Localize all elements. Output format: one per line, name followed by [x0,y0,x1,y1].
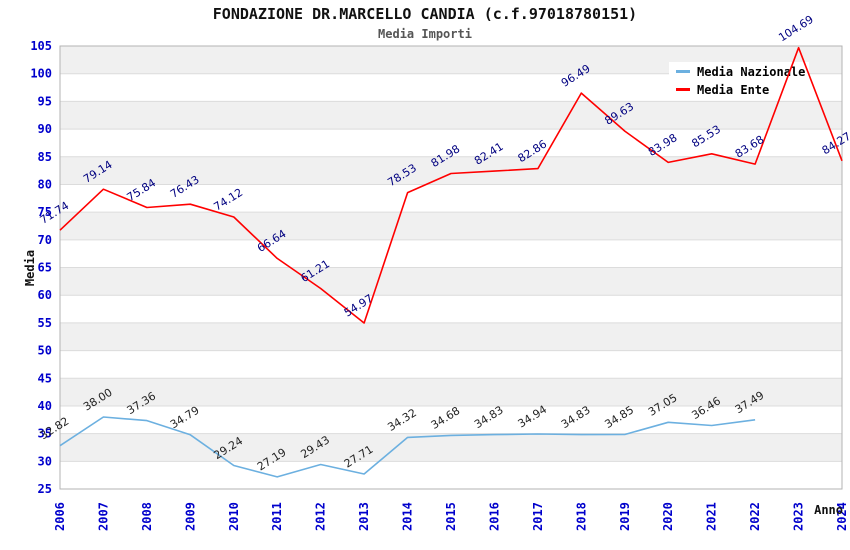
plot-border [59,45,843,490]
x-tick-label: 2006 [53,502,67,531]
y-tick-label: 60 [38,288,52,302]
y-tick-label: 70 [38,233,52,247]
y-tick-label: 100 [30,67,52,81]
x-tick-label: 2019 [618,502,632,531]
series-line-media-ente [59,46,843,324]
y-tick-label: 80 [38,177,52,191]
y-tick-label: 45 [38,371,52,385]
y-tick-label: 50 [38,344,52,358]
x-tick-label: 2011 [270,502,284,531]
x-tick-label: 2020 [661,502,675,531]
y-axis-title: Media [23,250,37,286]
legend: Media Nazionale Media Ente [669,62,809,100]
y-tick-label: 30 [38,454,52,468]
x-tick-label: 2009 [183,502,197,531]
y-tick-label: 75 [38,205,52,219]
legend-swatch-media-ente [676,88,690,91]
plot-band [60,101,842,130]
chart-subtitle: Media Importi [378,27,472,41]
x-tick-label: 2010 [227,502,241,531]
legend-swatch-media-nazionale [676,70,690,73]
x-tick-label: 2018 [574,502,588,531]
plot-band [60,212,842,240]
plot-band [60,322,842,351]
x-tick-label: 2015 [444,502,458,531]
series-line-media-nazionale [59,416,756,478]
x-axis-title: Anno [814,503,843,517]
y-tick-label: 90 [38,122,52,136]
x-tick-label: 2024 [835,502,849,531]
plot-band [60,156,842,185]
y-tick-label: 65 [38,261,52,275]
y-tick-label: 35 [38,427,52,441]
y-tick-label: 105 [30,39,52,53]
chart-title: FONDAZIONE DR.MARCELLO CANDIA (c.f.97018… [212,5,638,23]
x-tick-label: 2023 [792,502,806,531]
y-tick-label: 95 [38,94,52,108]
legend-label-media-nazionale: Media Nazionale [697,65,805,79]
x-tick-label: 2022 [748,502,762,531]
x-tick-label: 2017 [531,502,545,531]
x-tick-label: 2013 [357,502,371,531]
y-tick-label: 40 [38,399,52,413]
legend-label-media-ente: Media Ente [697,83,769,97]
y-tick-label: 55 [38,316,52,330]
plot-band [60,433,842,462]
plot-band [60,378,842,406]
y-tick-label: 85 [38,150,52,164]
x-tick-label: 2016 [487,502,501,531]
data-label: 104.69 [776,13,816,44]
x-tick-label: 2007 [96,502,110,531]
y-tick-label: 25 [38,482,52,496]
x-tick-label: 2014 [401,502,415,531]
x-tick-label: 2021 [705,502,719,531]
plot-band [60,267,842,296]
x-tick-label: 2008 [140,502,154,531]
x-tick-label: 2012 [314,502,328,531]
